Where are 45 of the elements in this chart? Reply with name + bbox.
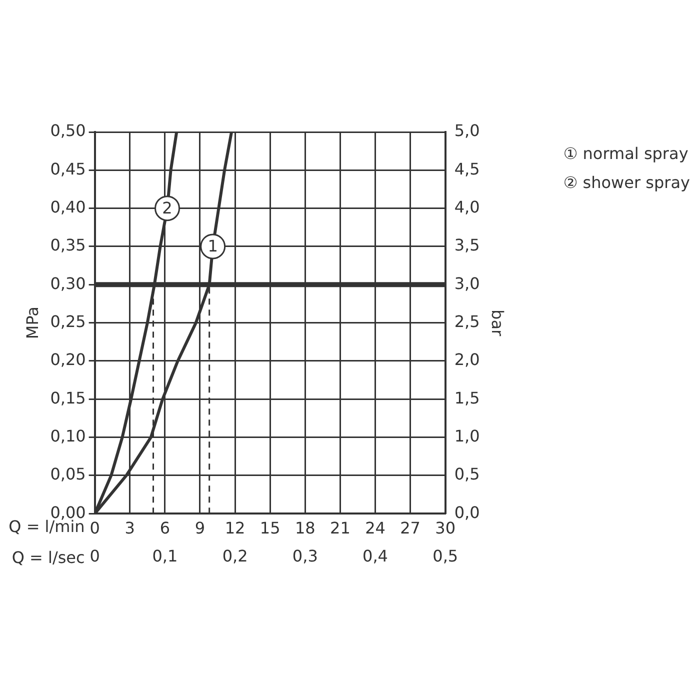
y2-tick-label: 1,5 [454, 388, 480, 408]
x2-tick-label: 0,2 [222, 546, 248, 566]
y-tick-label: 0,05 [50, 464, 86, 484]
x-tick-label: 18 [294, 518, 316, 538]
y2-tick-label: 2,5 [454, 312, 480, 331]
y2-tick-label: 1,0 [454, 426, 480, 446]
y-tick-label: 0,10 [50, 426, 86, 446]
x-tick-label: 21 [330, 518, 350, 538]
x-tick-label: 12 [224, 518, 246, 538]
y-tick-label: 0,45 [50, 159, 86, 178]
x2-tick-label: 0,3 [292, 546, 318, 566]
x2-tick-label: 0,4 [362, 546, 388, 566]
y-tick-label: 0,50 [50, 121, 86, 140]
text: ② shower spray [563, 173, 690, 192]
y2-tick-label: 2,0 [454, 350, 480, 370]
y2-tick-label: 4,0 [454, 197, 480, 216]
y2-tick-label: 4,5 [454, 159, 480, 178]
x-tick-label: 6 [160, 518, 170, 538]
y2-axis-title: bar [488, 310, 508, 336]
y-axis-title: MPa [22, 306, 42, 340]
x2-tick-label: 0,5 [432, 546, 458, 566]
x2-tick-label: 0 [90, 546, 100, 566]
annotation: 1 [208, 236, 218, 256]
y2-tick-label: 5,0 [454, 121, 480, 140]
x-tick-label: 30 [435, 518, 456, 538]
y-tick-label: 0,40 [50, 197, 86, 216]
annotation: 2 [162, 198, 172, 218]
text: ① normal spray [563, 144, 690, 163]
y2-tick-label: 3,5 [454, 236, 480, 255]
y-tick-label: 0,25 [50, 312, 86, 331]
x-tick-label: 27 [400, 518, 420, 538]
x-tick-label: 15 [260, 518, 280, 538]
y2-tick-label: 3,0 [454, 274, 480, 293]
x-tick-label: 9 [194, 518, 206, 538]
y-tick-label: 0,35 [50, 236, 86, 255]
x-tick-label: 3 [124, 518, 135, 538]
x2-tick-label: 0,1 [152, 546, 178, 566]
y2-tick-label: 0,5 [454, 464, 480, 484]
y-tick-label: 0,15 [50, 388, 86, 408]
x2-axis-title: Q = l/sec [12, 548, 85, 567]
y2-tick-label: 0,0 [454, 502, 480, 522]
x-tick-label: 0 [90, 518, 100, 538]
y-tick-label: 0,30 [50, 274, 86, 293]
x-tick-label: 24 [365, 518, 386, 538]
y-tick-label: 0,20 [50, 350, 86, 370]
